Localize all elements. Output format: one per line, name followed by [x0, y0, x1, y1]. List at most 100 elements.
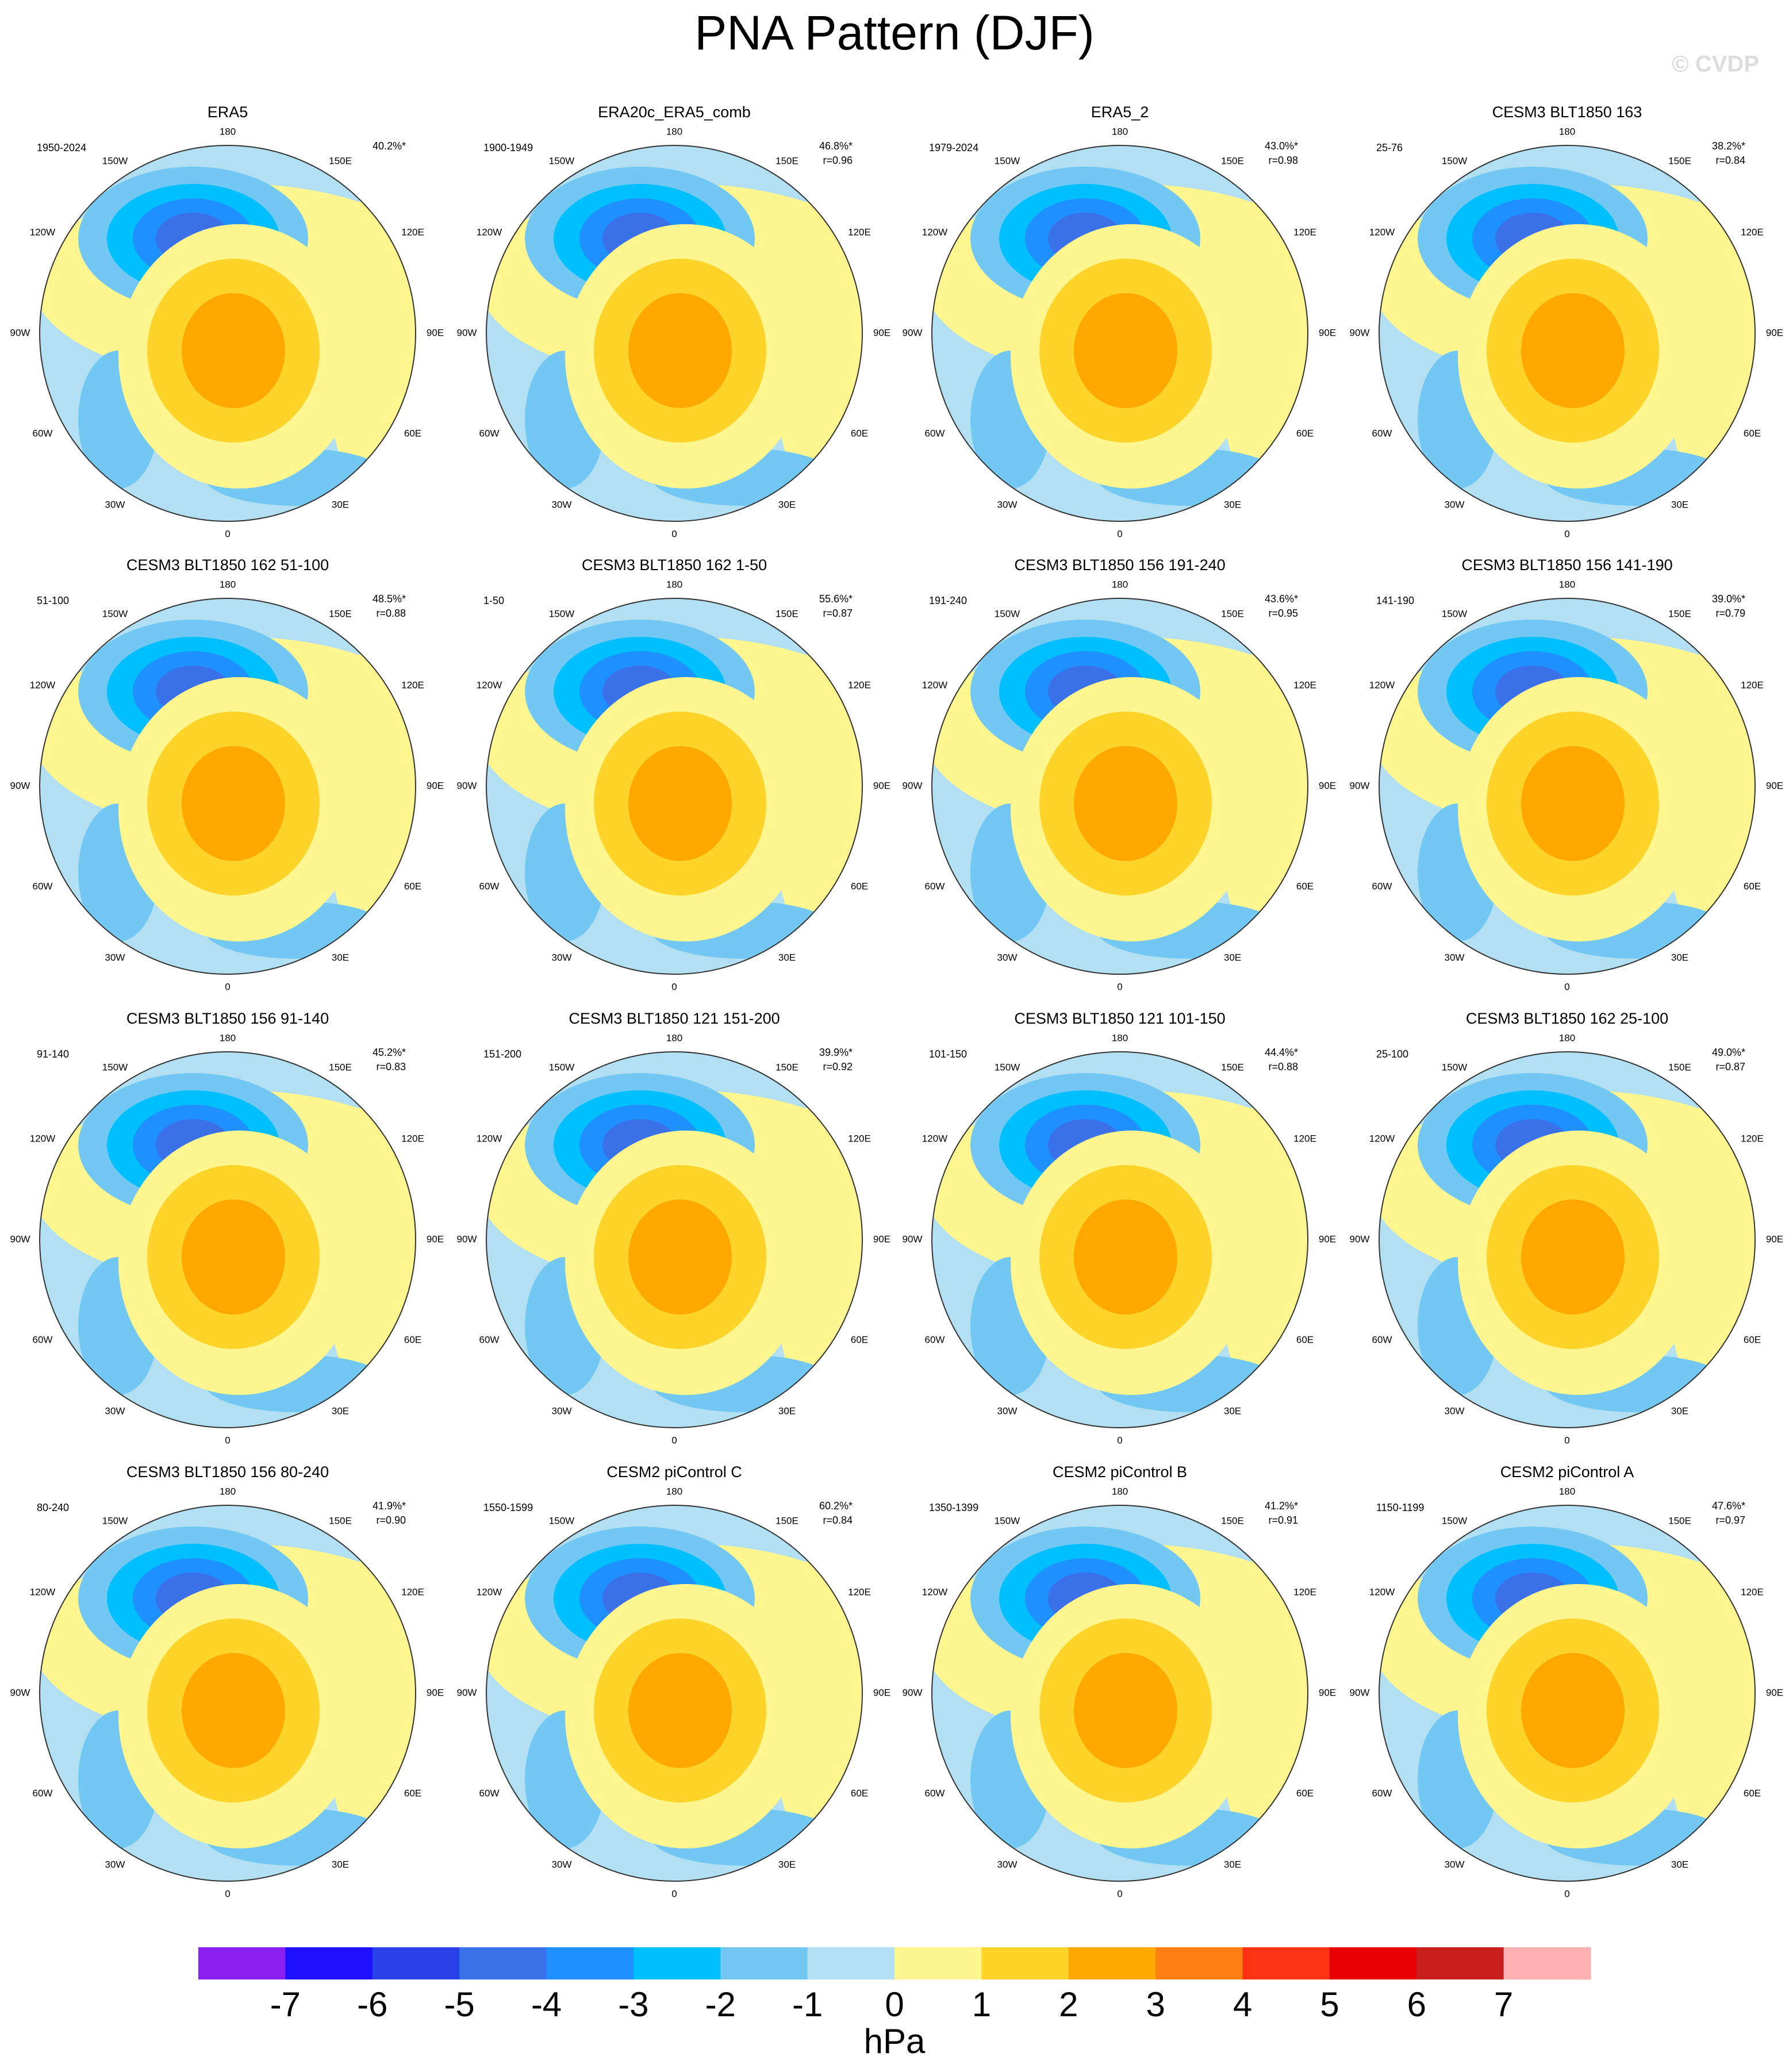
longitude-label: 150E — [1668, 1515, 1691, 1526]
longitude-label: 180 — [666, 1486, 682, 1497]
longitude-label: 0 — [225, 528, 230, 539]
panel-title: CESM2 piControl A — [1500, 1463, 1634, 1481]
longitude-label: 60W — [479, 1787, 500, 1798]
field — [932, 1052, 1308, 1428]
longitude-label: 60E — [404, 1787, 421, 1798]
longitude-label: 150W — [549, 1062, 574, 1072]
longitude-label: 180 — [666, 126, 682, 137]
longitude-label: 0 — [1117, 1888, 1122, 1899]
map-panel: CESM3 BLT1850 156 80-240 80-240 41.9%* r=0.… — [10, 1463, 444, 1899]
colorbar-swatch — [633, 1947, 721, 1979]
longitude-label: 90W — [457, 1233, 477, 1244]
longitude-label: 30E — [332, 952, 349, 963]
longitude-label: 90W — [903, 1233, 923, 1244]
field — [40, 598, 416, 974]
map-border — [1379, 598, 1756, 975]
longitude-label: 60E — [851, 1334, 868, 1345]
longitude-label: 150E — [776, 608, 798, 619]
longitude-label: 60E — [404, 881, 421, 891]
field — [486, 1505, 862, 1881]
period-label: 91-140 — [37, 1048, 69, 1060]
high-center — [182, 1200, 285, 1314]
colorbar-tick-label: 6 — [1407, 1985, 1426, 2024]
positive-field — [325, 1538, 416, 1881]
longitude-label: 60E — [851, 881, 868, 891]
figure-title: PNA Pattern (DJF) — [694, 6, 1095, 60]
high-center — [182, 293, 285, 408]
longitude-label: 0 — [671, 528, 677, 539]
longitude-label: 30W — [105, 1405, 125, 1416]
correlation-label: r=0.95 — [1268, 608, 1298, 619]
colorbar-swatch — [285, 1947, 373, 1979]
longitude-label: 60W — [33, 1334, 53, 1345]
longitude-label: 180 — [1112, 579, 1128, 590]
longitude-label: 90W — [10, 780, 30, 791]
longitude-label: 0 — [671, 981, 677, 992]
longitude-label: 180 — [220, 1486, 236, 1497]
high-center — [1521, 293, 1625, 408]
colorbar-swatch — [807, 1947, 895, 1979]
longitude-label: 90E — [1319, 780, 1336, 791]
map-border — [39, 1505, 416, 1882]
positive-field — [1218, 1085, 1308, 1428]
field — [932, 1505, 1308, 1881]
longitude-label: 120E — [1741, 679, 1764, 690]
longitude-label: 90W — [1350, 327, 1370, 338]
longitude-label: 30W — [1445, 499, 1465, 510]
longitude-label: 0 — [225, 981, 230, 992]
variance-label: 41.9%* — [373, 1500, 406, 1512]
longitude-label: 120E — [1293, 1586, 1316, 1597]
longitude-label: 30W — [1445, 1405, 1465, 1416]
longitude-label: 180 — [1559, 1486, 1575, 1497]
colorbar-tick-label: -7 — [270, 1985, 301, 2024]
map-panel: CESM2 piControl B 1350-1399 41.2%* r=0.91 18… — [903, 1463, 1337, 1899]
variance-label: 43.6%* — [1265, 593, 1298, 605]
longitude-label: 90E — [873, 780, 890, 791]
longitude-label: 120W — [477, 1133, 502, 1144]
longitude-label: 120E — [848, 1133, 871, 1144]
map-panel: CESM3 BLT1850 163 25-76 38.2%* r=0.84 180 150… — [1350, 103, 1784, 539]
longitude-label: 90W — [10, 327, 30, 338]
longitude-label: 120W — [922, 1586, 947, 1597]
longitude-label: 60E — [1296, 428, 1314, 439]
period-label: 1150-1199 — [1376, 1502, 1424, 1513]
longitude-label: 60W — [33, 428, 53, 439]
longitude-label: 90E — [1319, 327, 1336, 338]
longitude-label: 180 — [220, 1032, 236, 1043]
positive-field — [1665, 1085, 1755, 1428]
longitude-label: 150W — [1442, 608, 1467, 619]
correlation-label: r=0.96 — [823, 155, 853, 166]
longitude-label: 60W — [33, 881, 53, 891]
longitude-label: 30E — [332, 1405, 349, 1416]
longitude-label: 150E — [1221, 1515, 1244, 1526]
panel-title: CESM3 BLT1850 156 191-240 — [1014, 556, 1225, 574]
longitude-label: 30E — [778, 952, 796, 963]
longitude-label: 30W — [997, 952, 1018, 963]
panel-title: CESM3 BLT1850 121 101-150 — [1014, 1010, 1225, 1027]
correlation-label: r=0.88 — [376, 608, 406, 619]
longitude-label: 150E — [1668, 155, 1691, 166]
longitude-label: 90E — [427, 327, 444, 338]
positive-field — [1218, 631, 1308, 974]
map-panel: CESM2 piControl A 1150-1199 47.6%* r=0.97 18… — [1350, 1463, 1784, 1899]
variance-label: 45.2%* — [373, 1047, 406, 1058]
longitude-label: 60W — [33, 1787, 53, 1798]
colorbar-swatch — [894, 1947, 982, 1979]
field — [1379, 1505, 1755, 1881]
longitude-label: 150E — [1221, 608, 1244, 619]
field — [40, 1505, 416, 1881]
longitude-label: 30W — [997, 1405, 1018, 1416]
longitude-label: 180 — [220, 579, 236, 590]
colorbar-swatch — [1242, 1947, 1330, 1979]
longitude-label: 60E — [1296, 1334, 1314, 1345]
longitude-label: 120E — [401, 679, 424, 690]
longitude-label: 0 — [1117, 1435, 1122, 1446]
panel-title: ERA20c_ERA5_comb — [598, 103, 751, 121]
colorbar-tick-label: 5 — [1320, 1985, 1339, 2024]
colorbar-tick-label: -3 — [618, 1985, 648, 2024]
map-panel: CESM3 BLT1850 156 191-240 191-240 43.6%* r=… — [903, 556, 1337, 992]
longitude-label: 60E — [1296, 881, 1314, 891]
longitude-label: 120E — [401, 226, 424, 237]
longitude-label: 150W — [1442, 155, 1467, 166]
longitude-label: 0 — [1564, 1888, 1569, 1899]
